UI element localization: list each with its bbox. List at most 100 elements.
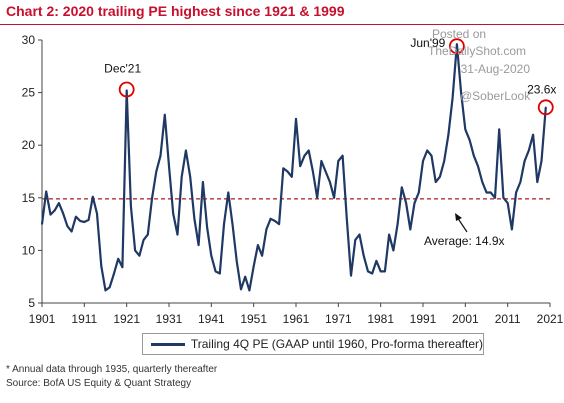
pe-data-point — [248, 289, 251, 292]
legend-swatch — [151, 342, 185, 346]
pe-data-point — [536, 181, 539, 183]
pe-data-point — [96, 212, 98, 215]
pe-data-point — [303, 154, 306, 157]
pe-data-point — [388, 233, 390, 236]
pe-data-point — [45, 190, 48, 193]
pe-data-point — [282, 167, 285, 170]
pe-data-point — [477, 165, 479, 168]
pe-data-point — [456, 43, 458, 46]
pe-data-point — [312, 170, 314, 173]
x-tick-label: 1991 — [410, 312, 437, 326]
pe-data-point — [515, 191, 517, 194]
pe-data-point — [66, 225, 69, 228]
average-label: Average: 14.9x — [424, 234, 505, 248]
x-tick-label: 1951 — [240, 312, 267, 326]
y-tick-label: 30 — [22, 33, 36, 47]
x-tick-label: 2001 — [452, 312, 479, 326]
pe-data-point — [362, 254, 365, 257]
pe-data-point — [286, 170, 289, 173]
pe-data-point — [202, 181, 204, 183]
x-tick-label: 1921 — [113, 312, 140, 326]
pe-data-point — [206, 226, 208, 229]
x-tick-label: 1911 — [71, 312, 97, 326]
pe-data-point — [333, 197, 335, 199]
pe-data-point — [117, 258, 119, 260]
pe-data-point — [147, 233, 149, 236]
y-tick-label: 15 — [22, 191, 36, 205]
y-tick-label: 5 — [28, 296, 35, 310]
pe-data-point — [316, 197, 318, 199]
pe-data-point — [155, 170, 158, 173]
pe-data-point — [108, 286, 111, 289]
pe-data-point — [532, 133, 534, 136]
pe-data-point — [401, 186, 403, 189]
pe-data-point — [460, 91, 462, 94]
legend: Trailing 4Q PE (GAAP until 1960, Pro-for… — [142, 333, 484, 355]
pe-data-point — [180, 175, 183, 178]
pe-line-chart: 5 10 15 20 25 30 1901 1911 1921 1931 1941 1951 1961 1… — [22, 27, 564, 326]
pe-data-point — [329, 181, 331, 183]
pe-data-point — [41, 223, 43, 225]
current-pe-label: 23.6x — [527, 82, 556, 96]
pe-data-point — [163, 113, 166, 116]
pe-data-point — [252, 265, 255, 267]
pe-data-point — [392, 249, 395, 252]
pe-data-point — [430, 154, 433, 157]
pe-data-point — [481, 181, 484, 183]
pe-data-point — [240, 288, 242, 291]
legend-label: Trailing 4Q PE (GAAP until 1960, Pro-for… — [190, 337, 483, 351]
y-tick-label: 20 — [22, 138, 36, 152]
pe-data-point — [384, 270, 386, 273]
average-arrow-head — [455, 213, 462, 221]
pe-data-point — [405, 202, 407, 204]
pe-data-point — [375, 260, 378, 262]
pe-data-point — [434, 181, 437, 183]
series-group — [40, 43, 547, 292]
chart-axes: 5 10 15 20 25 30 1901 1911 1921 1931 1941 1951 1961 1… — [22, 33, 564, 326]
watermark-text: 31-Aug-2020 — [461, 62, 531, 76]
pe-data-point — [346, 218, 348, 220]
pe-data-point — [168, 165, 170, 168]
pe-data-point — [324, 170, 327, 173]
y-tick-label: 10 — [22, 243, 36, 257]
pe-data-point — [341, 154, 344, 157]
pe-data-point — [159, 154, 162, 157]
pe-data-point — [473, 154, 475, 157]
pe-data-point — [125, 89, 128, 92]
pe-data-point — [197, 244, 200, 246]
watermark-text: @SoberLook — [460, 89, 531, 103]
pe-data-point — [244, 275, 246, 278]
pe-data-point — [494, 197, 496, 199]
pe-data-point — [354, 239, 357, 241]
pe-data-point — [185, 149, 187, 152]
pe-data-point — [151, 197, 153, 199]
pe-data-point — [350, 274, 352, 277]
pe-data-point — [528, 149, 530, 152]
pe-data-point — [498, 128, 501, 131]
pe-data-point — [53, 209, 56, 212]
pe-data-point — [409, 228, 412, 231]
pe-data-point — [223, 223, 225, 225]
pe-data-point — [130, 205, 132, 208]
annotations-group: Dec'21 Jun'99 23.6x Average: 14.9x — [104, 36, 556, 248]
pe-data-point — [511, 228, 513, 231]
pe-data-point — [257, 244, 259, 246]
pe-data-point — [367, 270, 369, 273]
pe-data-point — [278, 223, 280, 225]
pe-data-point — [540, 160, 543, 162]
pe-data-point — [447, 133, 450, 136]
pe-data-point — [320, 160, 323, 162]
pe-data-point — [104, 289, 107, 292]
pe-data-point — [193, 218, 196, 220]
pe-data-point — [121, 266, 124, 269]
pe-data-point — [544, 106, 547, 109]
y-tick-label: 25 — [22, 86, 36, 100]
pe-data-point — [231, 223, 234, 225]
watermark-text: TheDailyShot.com — [428, 44, 526, 58]
pe-data-point — [523, 160, 526, 162]
pe-data-point — [92, 195, 94, 198]
pe-data-point — [519, 181, 522, 183]
pe-data-point — [413, 202, 416, 204]
pe-data-point — [113, 272, 115, 275]
x-tick-label: 1981 — [367, 312, 394, 326]
